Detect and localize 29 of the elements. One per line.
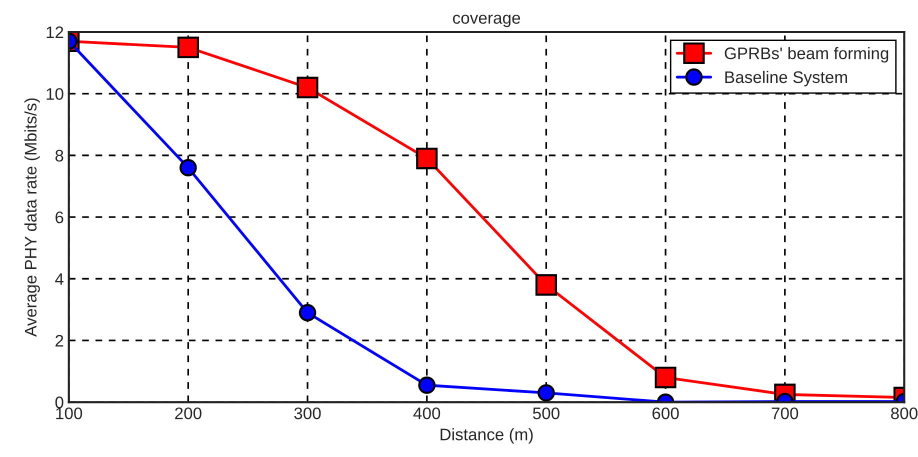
x-tick-label: 400: [413, 407, 440, 420]
y-tick-label: 10: [46, 88, 64, 100]
point: [416, 148, 438, 170]
chart-title: coverage: [452, 14, 520, 28]
x-tick-label: 600: [652, 407, 679, 420]
x-tick-label: 200: [175, 407, 202, 420]
y-tick-label: 8: [55, 150, 64, 162]
y-tick-label: 6: [56, 211, 64, 224]
point: [538, 384, 555, 402]
y-tick-label: 0: [55, 396, 64, 408]
point: [180, 159, 197, 176]
x-tick-label: 300: [294, 407, 321, 420]
legend-label: GPRBs' beam forming: [724, 46, 888, 63]
y-tick-label: 2: [56, 334, 64, 347]
x-tick-label: 500: [532, 407, 560, 420]
point: [418, 376, 436, 394]
point: [296, 76, 318, 98]
x-tick-label: 800: [891, 407, 918, 420]
point: [298, 304, 316, 322]
y-axis-title: Average PHY data rate (Mbits/s): [24, 98, 40, 337]
y-tick-label: 12: [46, 26, 64, 38]
x-tick-label: 100: [56, 407, 82, 420]
x-axis-title: Distance (m): [440, 428, 533, 444]
point: [654, 366, 676, 388]
y-tick-label: 4: [55, 273, 64, 285]
x-tick-label: 700: [772, 407, 798, 420]
legend-label: Baseline System: [725, 70, 847, 86]
point: [535, 274, 557, 296]
point: [177, 36, 199, 58]
